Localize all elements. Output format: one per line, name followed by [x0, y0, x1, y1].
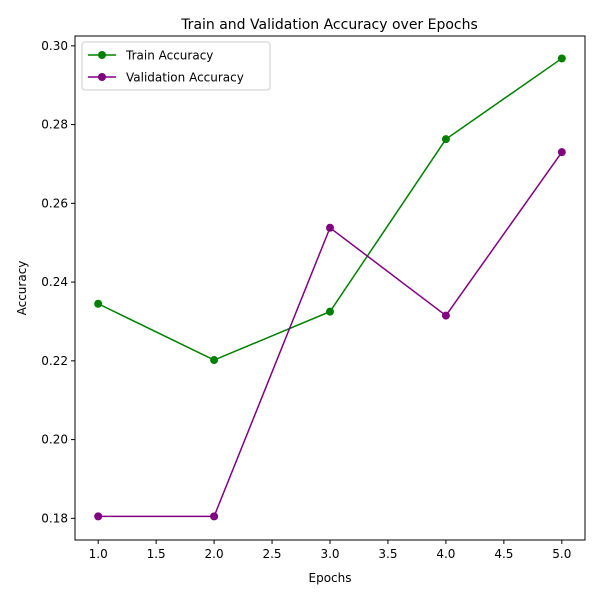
validation-accuracy-point: [557, 148, 566, 157]
y-axis-label: Accuracy: [15, 261, 29, 316]
x-tick-label: 5.0: [552, 547, 571, 561]
legend-frame: [81, 41, 271, 91]
x-tick-label: 1.0: [89, 547, 108, 561]
y-axis-ticks: 0.18 0.20 0.22 0.24 0.26 0.28 0.30: [41, 39, 75, 525]
y-tick-label: 0.18: [41, 511, 68, 525]
x-axis-label: Epochs: [309, 571, 352, 585]
y-tick-label: 0.20: [41, 433, 68, 447]
validation-accuracy-point: [94, 512, 103, 521]
legend-validation-label: Validation Accuracy: [126, 71, 244, 85]
y-tick-label: 0.22: [41, 354, 68, 368]
validation-accuracy-point: [210, 512, 219, 521]
validation-accuracy-point: [441, 311, 450, 320]
series-layer: [94, 54, 566, 521]
x-axis-ticks: 1.0 1.5 2.0 2.5 3.0 3.5 4.0 4.5 5.0: [89, 540, 571, 561]
legend-validation-marker: [98, 73, 106, 81]
y-tick-label: 0.30: [41, 39, 68, 53]
x-tick-label: 2.5: [262, 547, 281, 561]
plot-frame: [74, 35, 586, 541]
x-tick-label: 3.5: [378, 547, 397, 561]
legend-train-marker: [98, 51, 106, 59]
legend: Train Accuracy Validation Accuracy: [81, 41, 271, 91]
y-tick-label: 0.24: [41, 275, 68, 289]
validation-accuracy-line: [98, 151, 563, 518]
x-tick-label: 1.5: [147, 547, 166, 561]
train-accuracy-point: [210, 356, 219, 365]
validation-accuracy-point: [326, 223, 334, 232]
x-tick-label: 3.0: [320, 547, 339, 561]
x-tick-label: 2.0: [205, 547, 224, 561]
train-accuracy-point: [94, 299, 103, 308]
x-tick-label: 4.0: [436, 547, 455, 561]
chart-title: Train and Validation Accuracy over Epoch…: [180, 17, 478, 33]
train-accuracy-point: [326, 307, 334, 316]
y-tick-label: 0.28: [41, 118, 68, 132]
train-accuracy-point: [557, 54, 566, 63]
x-tick-label: 4.5: [494, 547, 513, 561]
y-tick-label: 0.26: [41, 196, 68, 210]
legend-train-label: Train Accuracy: [125, 49, 213, 63]
train-accuracy-point: [441, 135, 450, 144]
